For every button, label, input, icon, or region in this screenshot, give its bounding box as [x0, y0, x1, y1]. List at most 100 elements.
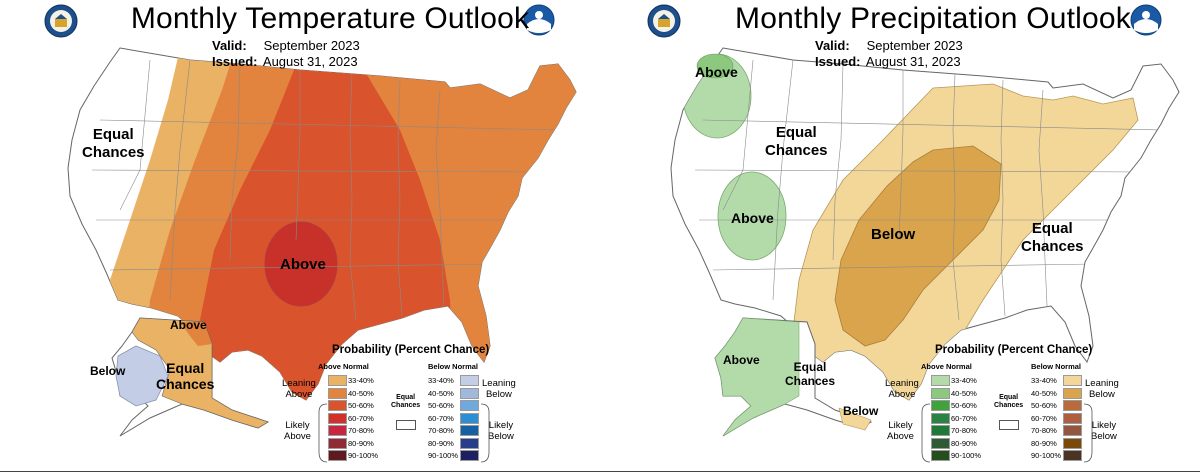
- legend-below-swatch: [460, 425, 479, 436]
- temp-state-lines: [91, 59, 561, 321]
- legend-above-range: 40-50%: [348, 388, 374, 398]
- prcp-title: Monthly Precipitation Outlook: [735, 2, 1131, 35]
- legend-above-bracket: [318, 403, 328, 463]
- legend-above-swatch: [328, 400, 347, 411]
- legend-below-head: Below Normal: [1031, 362, 1082, 371]
- legend-likely-above: Likely Above: [284, 420, 311, 442]
- legend-ec-swatch: [999, 420, 1019, 430]
- temp-title: Monthly Temperature Outlook: [130, 2, 530, 35]
- temp-issued-value: August 31, 2023: [262, 54, 358, 69]
- legend-leaning-below: Leaning Below: [482, 378, 516, 400]
- prcp-ak-above-label: Above: [723, 353, 760, 367]
- legend-above-swatch: [931, 375, 950, 386]
- noaa-logo-icon: [523, 4, 555, 36]
- prcp-ak-below-label: Below: [843, 404, 879, 418]
- legend-below-swatch: [1063, 412, 1082, 424]
- legend-above-swatch: [328, 425, 347, 436]
- legend-title: Probability (Percent Chance): [935, 344, 1093, 356]
- legend-above-range: 90-100%: [951, 451, 982, 460]
- legend-likely-below: Likely Below: [488, 420, 514, 442]
- legend-above-range: 60-70%: [951, 413, 977, 423]
- temp-above-60-zone: [264, 221, 338, 307]
- prcp-legend: Probability (Percent Chance) Above Normal…: [881, 344, 1199, 466]
- temp-legend: Probability (Percent Chance) Above Normal…: [278, 344, 596, 466]
- legend-above-range: 80-90%: [951, 438, 977, 448]
- legend-below-swatch: [1063, 400, 1082, 411]
- legend-below-range: 40-50%: [428, 388, 454, 398]
- legend-above-range: 90-100%: [348, 451, 379, 460]
- prcp-west-above-label: Above: [731, 210, 774, 226]
- legend-below-swatch: [460, 450, 479, 461]
- prcp-wa-above-label: Above: [695, 64, 738, 80]
- legend-above-range: 70-80%: [951, 426, 977, 435]
- prcp-valid-value: September 2023: [866, 38, 963, 53]
- legend-below-range: 60-70%: [428, 413, 454, 423]
- temp-conus-above-label: Above: [280, 256, 326, 273]
- temp-ak-above-zone: [131, 317, 269, 429]
- temp-ak-below-label: Below: [90, 364, 126, 378]
- temp-ak-ec-label: Equal Chances: [156, 360, 215, 392]
- doc-seal-icon: [647, 4, 681, 38]
- temperature-map: [67, 47, 577, 437]
- legend-leaning-above: Leaning Above: [282, 378, 316, 400]
- legend-above-swatch: [328, 437, 347, 449]
- legend-above-range: 40-50%: [951, 388, 977, 398]
- legend-above-head: Above Normal: [318, 362, 369, 371]
- temp-ak-above-40-zone: [180, 322, 212, 346]
- legend-title: Probability (Percent Chance): [332, 344, 490, 356]
- legend-below-range: 60-70%: [1031, 413, 1057, 423]
- legend-below-range: 90-100%: [1031, 451, 1062, 460]
- legend-ec-swatch: [396, 420, 416, 430]
- prcp-ak-below-zone: [838, 407, 872, 431]
- legend-below-range: 40-50%: [1031, 388, 1057, 398]
- prcp-ak-above-zone: [714, 317, 800, 437]
- prcp-conus-below-label: Below: [871, 226, 916, 243]
- legend-above-range: 70-80%: [348, 426, 374, 435]
- legend-leaning-below: Leaning Below: [1085, 378, 1119, 400]
- prcp-ak-ec-label: Equal Chances: [785, 360, 836, 388]
- legend-above-range: 60-70%: [348, 413, 374, 423]
- prcp-below-40-zone: [834, 145, 1002, 347]
- bottom-rule: [0, 471, 1200, 472]
- legend-below-range: 90-100%: [428, 451, 459, 460]
- legend-below-swatch: [1063, 450, 1082, 461]
- legend-above-swatch: [931, 437, 950, 449]
- legend-below-range: 80-90%: [1031, 438, 1057, 448]
- legend-above-swatch: [931, 387, 950, 399]
- precipitation-map: [670, 47, 1180, 437]
- legend-below-swatch: [1063, 437, 1082, 449]
- legend-ec-head: Equal Chances: [391, 394, 421, 409]
- legend-above-swatch: [931, 400, 950, 411]
- legend-likely-above: Likely Above: [887, 420, 914, 442]
- panel-divider: [599, 0, 601, 474]
- temp-valid-value: September 2023: [263, 38, 360, 53]
- legend-above-swatch: [931, 450, 950, 461]
- legend-above-swatch: [328, 412, 347, 424]
- legend-above-range: 80-90%: [348, 438, 374, 448]
- legend-below-range: 80-90%: [428, 438, 454, 448]
- legend-above-swatch: [328, 450, 347, 461]
- temp-valid-label: Valid:: [212, 38, 247, 53]
- legend-above-swatch: [328, 375, 347, 386]
- legend-below-swatch: [460, 375, 479, 386]
- temp-ak-above-label: Above: [170, 318, 207, 332]
- legend-below-range: 33-40%: [428, 376, 454, 385]
- legend-above-range: 50-60%: [951, 401, 977, 410]
- legend-above-range: 50-60%: [348, 401, 374, 410]
- legend-below-range: 70-80%: [428, 426, 454, 435]
- precipitation-panel: Monthly Precipitation Outlook Valid: Sep…: [603, 0, 1199, 470]
- legend-below-swatch: [1063, 387, 1082, 399]
- legend-below-swatch: [1063, 375, 1082, 386]
- temperature-panel: Monthly Temperature Outlook Valid: Septe…: [0, 0, 596, 470]
- legend-below-swatch: [460, 437, 479, 449]
- prcp-west-above-zone: [717, 171, 787, 261]
- legend-below-swatch: [1063, 425, 1082, 436]
- legend-above-swatch: [328, 387, 347, 399]
- temp-meta: Valid: September 2023 Issued: August 31,…: [212, 38, 360, 70]
- legend-ec-head: Equal Chances: [994, 394, 1024, 409]
- prcp-issued-value: August 31, 2023: [865, 54, 961, 69]
- legend-below-bracket: [480, 403, 490, 463]
- legend-above-swatch: [931, 412, 950, 424]
- temp-conus-ec-label: Equal Chances: [82, 126, 145, 161]
- legend-above-head: Above Normal: [921, 362, 972, 371]
